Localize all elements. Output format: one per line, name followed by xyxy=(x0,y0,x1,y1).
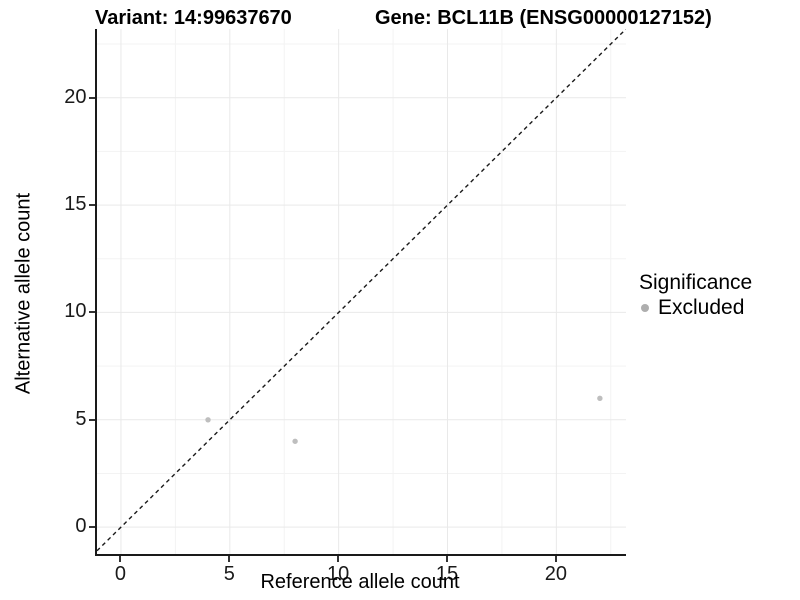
y-axis-title: Alternative allele count xyxy=(12,192,35,395)
x-tick-mark xyxy=(554,556,557,562)
x-tick-mark xyxy=(119,556,122,562)
y-tick-mark xyxy=(88,311,95,314)
legend-entry-excluded: Excluded xyxy=(639,296,752,320)
y-tick-mark xyxy=(88,204,95,207)
y-tick-label: 0 xyxy=(75,515,87,538)
y-tick-mark xyxy=(88,96,95,99)
y-tick-label: 10 xyxy=(64,300,87,323)
y-tick-mark xyxy=(88,418,95,421)
legend-title: Significance xyxy=(639,271,753,294)
legend-entry-label: Excluded xyxy=(658,296,745,319)
legend: Significance Excluded xyxy=(639,271,752,320)
x-tick-label: 15 xyxy=(435,563,459,585)
y-tick-mark xyxy=(88,526,95,529)
x-tick-mark xyxy=(228,556,231,562)
x-axis-title: Reference allele count xyxy=(260,571,460,593)
x-tick-mark xyxy=(337,556,340,562)
x-tick-label: 20 xyxy=(544,563,567,585)
data-point xyxy=(596,395,603,402)
identity-reference-line xyxy=(96,29,626,552)
plot-title-gene: Gene: BCL11B (ENSG00000127152) xyxy=(375,7,712,29)
legend-point-icon xyxy=(641,304,649,312)
plot-title-variant: Variant: 14:99637670 xyxy=(95,7,292,29)
x-tick-label: 10 xyxy=(327,563,350,585)
chart-panel xyxy=(94,29,626,556)
data-point xyxy=(291,438,298,444)
x-tick-mark xyxy=(445,556,448,562)
x-tick-label: 0 xyxy=(114,563,126,585)
y-tick-label: 15 xyxy=(64,193,87,216)
scatter-plot-svg xyxy=(96,29,626,554)
y-tick-label: 20 xyxy=(64,85,87,108)
data-point xyxy=(204,417,211,423)
x-tick-label: 5 xyxy=(223,563,235,585)
y-tick-label: 5 xyxy=(75,407,87,430)
